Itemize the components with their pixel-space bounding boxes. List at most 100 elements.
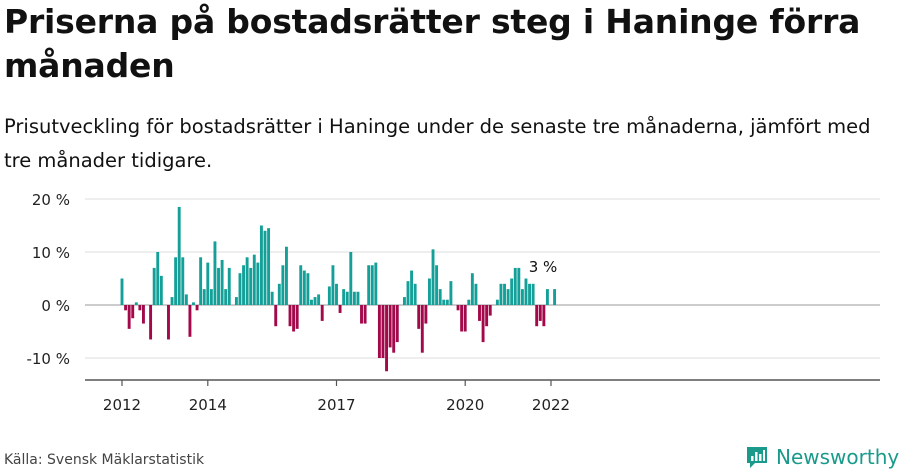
bar bbox=[310, 299, 313, 305]
bar bbox=[531, 283, 535, 305]
bar bbox=[442, 299, 446, 305]
bar bbox=[503, 283, 506, 305]
bar bbox=[181, 257, 185, 305]
bar bbox=[177, 206, 181, 305]
bar bbox=[542, 305, 546, 327]
bar bbox=[406, 281, 410, 305]
y-tick-label: 20 % bbox=[32, 191, 70, 209]
y-axis: -10 % 0 % 10 % 20 % bbox=[26, 191, 70, 368]
bar bbox=[285, 246, 288, 305]
bar bbox=[288, 305, 292, 327]
bar bbox=[342, 289, 346, 305]
bar bbox=[463, 305, 467, 332]
bar bbox=[428, 278, 431, 305]
bar bbox=[402, 297, 406, 305]
bar bbox=[524, 278, 528, 305]
bar bbox=[195, 305, 199, 311]
bar bbox=[245, 257, 249, 305]
bar bbox=[138, 305, 142, 311]
bar bbox=[417, 305, 421, 329]
bar bbox=[295, 305, 299, 329]
bar bbox=[535, 305, 539, 327]
bar bbox=[134, 302, 138, 305]
bar bbox=[224, 289, 228, 305]
y-tick-label: 10 % bbox=[32, 244, 70, 262]
bar bbox=[410, 270, 414, 305]
bar bbox=[142, 305, 145, 324]
y-tick-label: -10 % bbox=[26, 350, 70, 368]
x-tick-label: 2017 bbox=[317, 396, 355, 414]
bar bbox=[478, 305, 481, 321]
bar bbox=[431, 249, 435, 305]
source-note: Källa: Svensk Mäklarstatistik bbox=[4, 452, 205, 468]
bar bbox=[460, 305, 464, 332]
bar bbox=[220, 259, 224, 305]
bar bbox=[227, 267, 231, 305]
bar bbox=[331, 265, 335, 305]
bar bbox=[199, 257, 203, 305]
bar bbox=[413, 283, 417, 305]
bar bbox=[167, 305, 170, 340]
bar bbox=[313, 297, 317, 305]
bar bbox=[259, 225, 263, 305]
bar bbox=[545, 289, 549, 305]
bar bbox=[449, 281, 453, 305]
bar bbox=[188, 305, 192, 337]
bar bbox=[356, 291, 360, 305]
bar bbox=[149, 305, 153, 340]
bar bbox=[152, 267, 156, 305]
bar bbox=[270, 291, 274, 305]
bar bbox=[474, 283, 478, 305]
bar bbox=[510, 278, 514, 305]
bar bbox=[456, 305, 460, 311]
bar bbox=[174, 257, 178, 305]
bar bbox=[349, 252, 353, 305]
bar bbox=[374, 262, 378, 305]
bar bbox=[424, 305, 428, 324]
bar bbox=[306, 273, 310, 305]
bar bbox=[363, 305, 367, 324]
bar bbox=[467, 299, 471, 305]
bar bbox=[370, 265, 374, 305]
x-tick-label: 2022 bbox=[532, 396, 570, 414]
bar bbox=[445, 299, 449, 305]
x-tick-label: 2020 bbox=[446, 396, 484, 414]
bar bbox=[127, 305, 131, 329]
bar bbox=[170, 297, 174, 305]
brand-name: Newsworthy bbox=[776, 445, 900, 469]
bar bbox=[274, 305, 278, 327]
bar bbox=[292, 305, 296, 332]
bar bbox=[367, 265, 371, 305]
bar bbox=[124, 305, 128, 311]
bar bbox=[217, 267, 220, 305]
x-tick-label: 2012 bbox=[103, 396, 141, 414]
newsworthy-logo-icon bbox=[747, 447, 767, 468]
bar bbox=[159, 275, 163, 305]
bar bbox=[327, 286, 331, 305]
bar bbox=[184, 294, 188, 305]
bar bbox=[192, 302, 195, 305]
bar bbox=[317, 294, 321, 305]
bar bbox=[488, 305, 492, 316]
bar bbox=[249, 267, 253, 305]
bar bbox=[156, 252, 160, 305]
brand-logo-group[interactable]: Newsworthy bbox=[744, 440, 899, 474]
bar bbox=[302, 270, 306, 305]
bar bbox=[381, 305, 385, 358]
bar bbox=[395, 305, 399, 343]
bar bbox=[499, 283, 503, 305]
bar bbox=[360, 305, 363, 324]
bar bbox=[209, 289, 213, 305]
x-axis: 2012 2014 2017 2020 2022 bbox=[85, 379, 880, 414]
bar bbox=[299, 265, 303, 305]
bar bbox=[388, 305, 392, 348]
y-tick-label: 0 % bbox=[41, 297, 70, 315]
bar bbox=[267, 228, 271, 305]
bar bbox=[538, 305, 542, 321]
bar bbox=[506, 289, 510, 305]
x-tick-label: 2014 bbox=[189, 396, 227, 414]
annotations: 3 % bbox=[529, 258, 558, 276]
bar bbox=[263, 230, 267, 305]
bar bbox=[281, 265, 285, 305]
bar bbox=[345, 291, 349, 305]
